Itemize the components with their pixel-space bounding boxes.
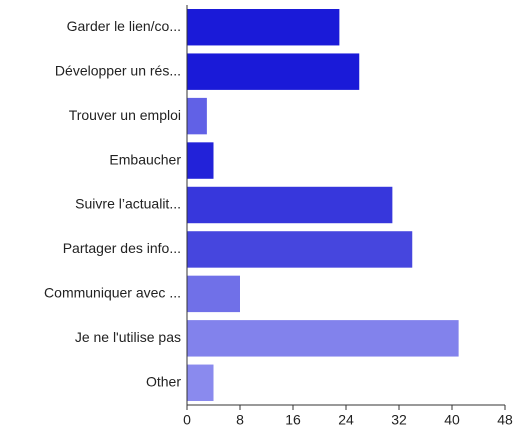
- y-tick-label: Communiquer avec ...: [44, 285, 181, 301]
- x-tick-label: 8: [236, 412, 244, 428]
- y-tick-label: Embaucher: [109, 151, 181, 167]
- y-tick-label: Suivre l’actualit...: [75, 196, 181, 212]
- bar: [187, 97, 207, 135]
- bar: [187, 9, 340, 46]
- x-tick-label: 16: [285, 412, 301, 428]
- bar: [187, 275, 240, 313]
- bar: [187, 142, 214, 179]
- y-tick-label: Développer un rés...: [55, 62, 181, 78]
- x-tick-label: 24: [338, 412, 354, 428]
- x-tick-label: 40: [444, 412, 460, 428]
- y-tick-label: Other: [146, 373, 181, 389]
- y-tick-label: Je ne l'utilise pas: [75, 329, 181, 345]
- y-tick-label: Trouver un emploi: [69, 107, 181, 123]
- y-tick-label: Partager des info...: [63, 240, 181, 256]
- x-tick-label: 32: [391, 412, 407, 428]
- y-tick-label: Garder le lien/co...: [67, 18, 181, 34]
- bar: [187, 186, 393, 224]
- bar: [187, 320, 459, 357]
- bar: [187, 231, 413, 268]
- x-tick-label: 0: [183, 412, 191, 428]
- bar: [187, 364, 214, 401]
- bar: [187, 53, 360, 90]
- x-tick-label: 48: [497, 412, 513, 428]
